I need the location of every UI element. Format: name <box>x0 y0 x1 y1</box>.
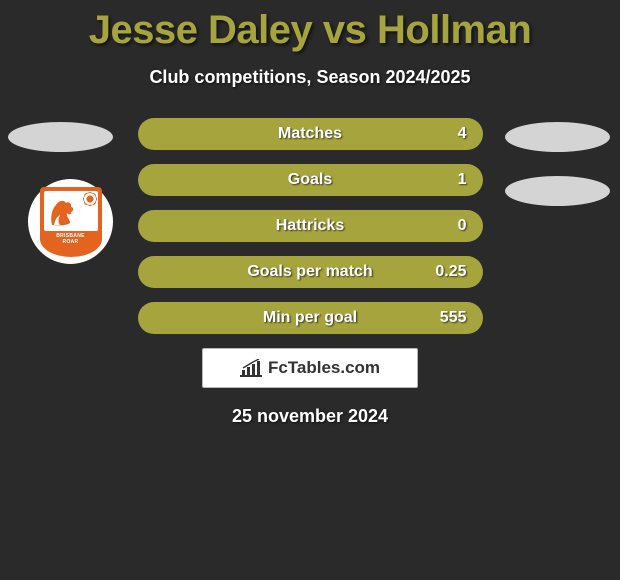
lion-icon <box>46 195 82 229</box>
stat-label: Goals <box>154 171 427 189</box>
club-badge-name: BRISBANEROAR <box>42 233 100 245</box>
stat-row: Goals 1 <box>138 164 483 196</box>
stat-value: 4 <box>427 125 467 143</box>
stat-row: Hattricks 0 <box>138 210 483 242</box>
stat-label: Goals per match <box>154 263 427 281</box>
club-badge-shield: BRISBANEROAR <box>40 187 102 257</box>
brand-text: FcTables.com <box>268 358 380 378</box>
brand-attribution: FcTables.com <box>202 348 418 388</box>
right-ellipse-bottom-placeholder <box>505 176 610 206</box>
club-badge: BRISBANEROAR <box>28 179 113 264</box>
stat-value: 1 <box>427 171 467 189</box>
stat-row: Goals per match 0.25 <box>138 256 483 288</box>
sun-icon <box>84 193 96 205</box>
generation-date: 25 november 2024 <box>0 406 620 427</box>
subtitle: Club competitions, Season 2024/2025 <box>0 67 620 88</box>
stat-row: Min per goal 555 <box>138 302 483 334</box>
stat-row: Matches 4 <box>138 118 483 150</box>
stat-value: 0 <box>427 217 467 235</box>
right-ellipse-top-placeholder <box>505 122 610 152</box>
stat-label: Min per goal <box>154 309 427 327</box>
stat-value: 555 <box>427 309 467 327</box>
left-ellipse-placeholder <box>8 122 113 152</box>
stat-value: 0.25 <box>427 263 467 281</box>
stat-label: Hattricks <box>154 217 427 235</box>
stat-label: Matches <box>154 125 427 143</box>
bar-chart-icon <box>240 359 262 377</box>
page-title: Jesse Daley vs Hollman <box>0 0 620 53</box>
stats-table: Matches 4 Goals 1 Hattricks 0 Goals per … <box>138 118 483 334</box>
